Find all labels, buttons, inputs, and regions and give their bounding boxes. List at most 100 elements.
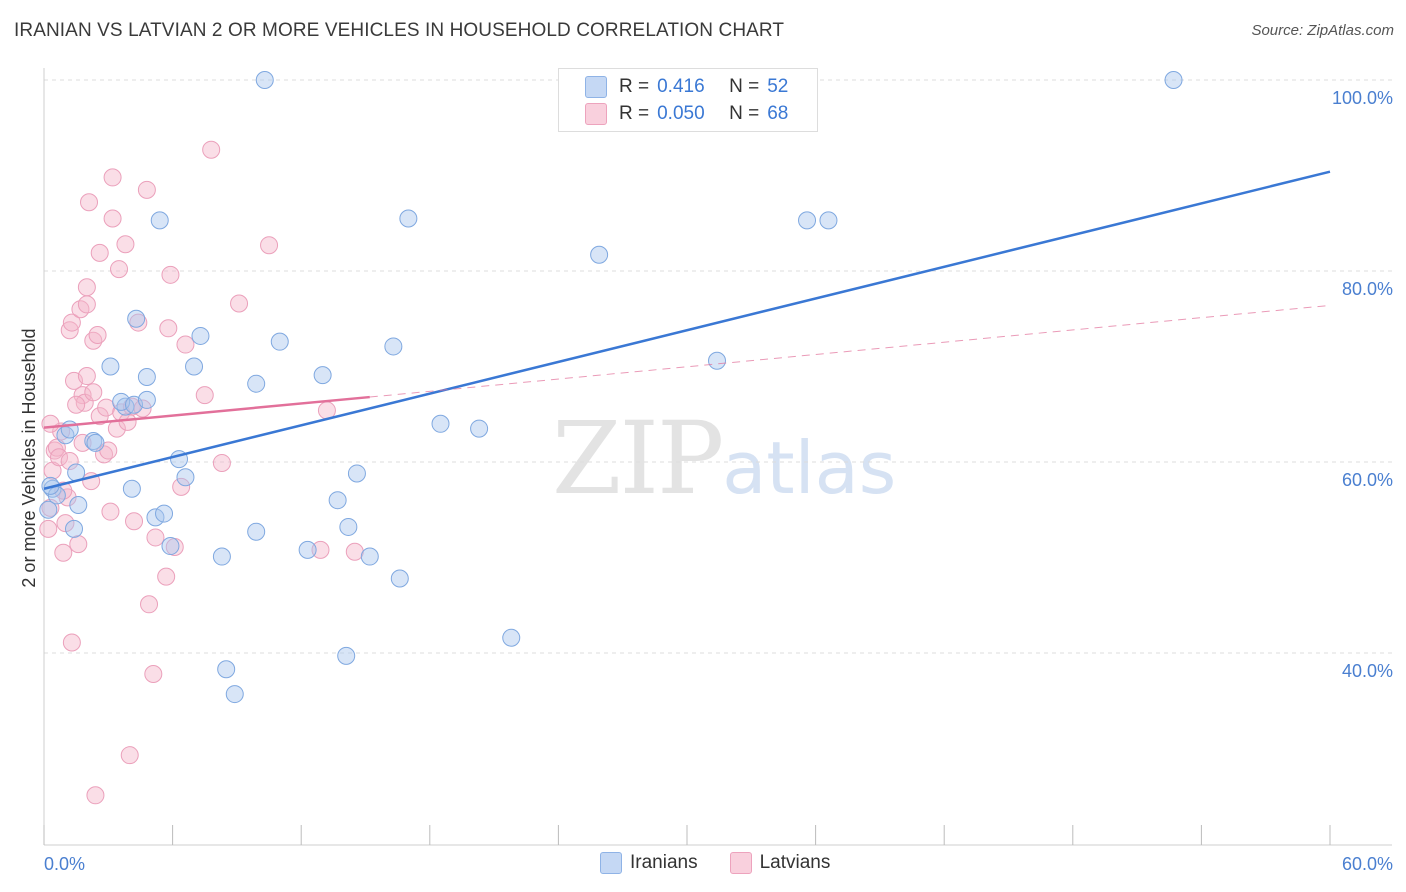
- iranian-point: [137, 368, 156, 387]
- latvian-point: [77, 295, 96, 314]
- latvian-point: [311, 540, 330, 559]
- latvian-point: [176, 335, 195, 354]
- legend-n-value: 52: [767, 76, 789, 97]
- iranian-point: [328, 491, 347, 510]
- latvian-point: [172, 477, 191, 496]
- watermark-zip: ZIP: [552, 400, 724, 517]
- series-legend: Iranians Latvians: [600, 852, 862, 874]
- latvian-point: [345, 542, 364, 561]
- iranian-point: [176, 468, 195, 487]
- iranian-point: [150, 211, 169, 230]
- iranian-point: [798, 211, 817, 230]
- legend-row-latvians: R = 0.050 N = 68: [585, 101, 788, 127]
- latvian-point: [62, 633, 81, 652]
- y-tick-label: 100.0%: [1332, 88, 1393, 108]
- latvian-point: [67, 395, 86, 414]
- latvian-point: [140, 595, 159, 614]
- latvian-point: [97, 398, 116, 417]
- y-axis-label: 2 or more Vehicles in Household: [19, 328, 39, 587]
- trend-lines: [43, 170, 1331, 490]
- latvian-point: [161, 265, 180, 284]
- latvian-point: [54, 543, 73, 562]
- legend-r-value: 0.050: [657, 103, 705, 124]
- iranian-point: [127, 309, 146, 328]
- latvian-point: [77, 367, 96, 386]
- legend-r-label: R =: [619, 76, 650, 97]
- iranian-point: [47, 486, 66, 505]
- correlation-legend: R = 0.416 N = 52 R = 0.050 N = 68: [558, 68, 818, 132]
- iranians-points: [39, 71, 1183, 704]
- legend-n-label: N =: [729, 103, 760, 124]
- y-tick-label: 60.0%: [1342, 470, 1393, 490]
- latvians-trend-line: [43, 395, 370, 429]
- latvian-point: [195, 386, 214, 405]
- iranian-point: [390, 569, 409, 588]
- tick-labels: 40.0% 60.0% 80.0% 100.0% 0.0% 60.0% 2 or more …: [19, 88, 1393, 874]
- watermark-atlas: atlas: [722, 426, 897, 510]
- latvian-point: [69, 535, 88, 554]
- legend-n-label: N =: [729, 76, 760, 97]
- latvian-point: [157, 567, 176, 586]
- latvian-point: [62, 313, 81, 332]
- iranian-point: [217, 660, 236, 679]
- iranian-point: [819, 211, 838, 230]
- latvian-point: [103, 168, 122, 187]
- source-credit: Source: ZipAtlas.com: [1251, 22, 1394, 39]
- iranian-point: [191, 326, 210, 345]
- latvians-trend-extension: [369, 304, 1331, 398]
- legend-swatch-latvians: [585, 103, 607, 125]
- x-tick-label: 0.0%: [44, 854, 85, 874]
- legend-swatch-iranians: [585, 76, 607, 98]
- latvian-point: [90, 243, 109, 262]
- latvian-point: [60, 321, 79, 340]
- latvian-point: [137, 180, 156, 199]
- iranian-point: [470, 419, 489, 438]
- latvian-point: [77, 278, 96, 297]
- latvian-point: [39, 519, 58, 538]
- iranian-point: [39, 500, 58, 519]
- latvian-point: [103, 209, 122, 228]
- latvian-point: [212, 453, 231, 472]
- iranian-point: [431, 414, 450, 433]
- latvian-point: [73, 386, 92, 405]
- iranian-point: [225, 685, 244, 704]
- latvian-point: [159, 319, 178, 338]
- iranian-point: [155, 504, 174, 523]
- iranian-point: [298, 540, 317, 559]
- iranian-point: [247, 522, 266, 541]
- x-tick-label: 60.0%: [1342, 854, 1393, 874]
- latvian-point: [144, 665, 163, 684]
- iranian-point: [122, 479, 141, 498]
- latvian-point: [56, 514, 75, 533]
- iranians-trend-line: [43, 170, 1331, 490]
- iranian-point: [185, 357, 204, 376]
- iranian-point: [339, 517, 358, 536]
- iranian-point: [347, 464, 366, 483]
- iranian-point: [212, 547, 231, 566]
- legend-r-label: R =: [619, 103, 650, 124]
- iranian-point: [270, 332, 289, 351]
- watermark: ZIPatlas: [552, 400, 896, 517]
- iranian-point: [590, 245, 609, 264]
- iranian-point: [86, 433, 105, 452]
- axes: [43, 68, 1392, 846]
- latvian-point: [125, 512, 144, 531]
- latvian-point: [110, 260, 129, 279]
- iranian-point: [1164, 71, 1183, 89]
- latvian-point: [260, 236, 279, 255]
- y-tick-label: 40.0%: [1342, 661, 1393, 681]
- legend-n-value: 68: [767, 103, 789, 124]
- latvian-point: [230, 294, 249, 313]
- iranian-point: [65, 519, 84, 538]
- legend-item-latvians[interactable]: Latvians: [729, 852, 831, 874]
- iranian-point: [247, 374, 266, 393]
- legend-label-latvians: Latvians: [759, 852, 831, 873]
- legend-item-iranians[interactable]: Iranians: [600, 852, 698, 874]
- legend-swatch-iranians: [600, 852, 622, 874]
- latvian-point: [50, 448, 69, 467]
- legend-label-iranians: Iranians: [630, 852, 698, 873]
- latvian-point: [84, 383, 103, 402]
- iranian-point: [384, 337, 403, 356]
- latvian-point: [60, 452, 79, 471]
